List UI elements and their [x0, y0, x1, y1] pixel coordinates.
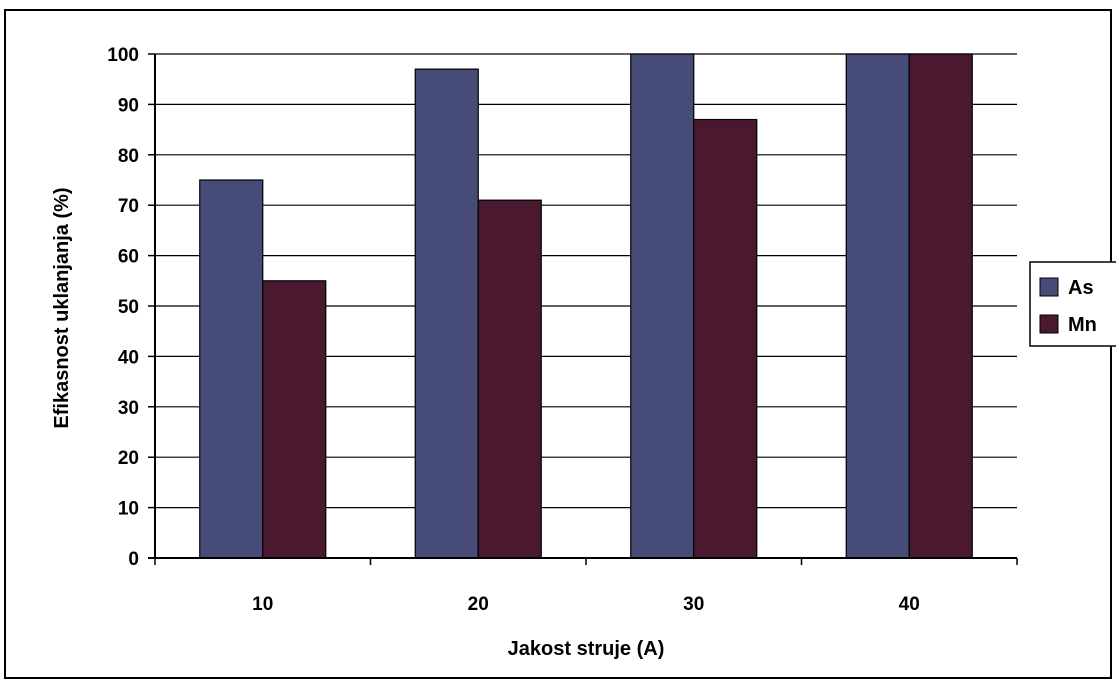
y-tick-label: 80 [118, 146, 139, 167]
y-tick-label: 10 [118, 499, 139, 520]
legend-swatch-mn [1039, 314, 1059, 334]
bar-as-40 [845, 53, 910, 559]
y-tick-label: 20 [118, 448, 139, 469]
axes [148, 54, 1018, 565]
y-tick-label: 90 [118, 95, 139, 116]
bar-mn-10 [262, 280, 327, 559]
x-tick-label: 20 [468, 594, 489, 615]
bar-mn-20 [477, 199, 542, 559]
legend-label-as: As [1068, 277, 1094, 299]
y-tick-label: 30 [118, 398, 139, 419]
y-tick-labels: 0 10 20 30 40 50 60 70 80 90 100 [107, 45, 139, 570]
legend: As Mn [1029, 261, 1116, 347]
x-tick-label: 30 [683, 594, 704, 615]
bar-as-30 [630, 53, 695, 559]
bar-as-10 [199, 179, 264, 559]
legend-swatch-as [1039, 277, 1059, 297]
bar-mn-30 [693, 118, 758, 559]
x-axis-title: Jakost struje (A) [508, 638, 665, 660]
bar-as-20 [414, 68, 479, 559]
bars [199, 53, 973, 559]
legend-label-mn: Mn [1068, 314, 1097, 336]
x-tick-label: 10 [252, 594, 273, 615]
x-tick-labels: 10 20 30 40 [252, 594, 920, 615]
y-tick-label: 40 [118, 347, 139, 368]
y-tick-label: 70 [118, 196, 139, 217]
x-tick-label: 40 [899, 594, 920, 615]
y-tick-label: 60 [118, 247, 139, 268]
y-axis-title: Efikasnost uklanjanja (%) [51, 187, 73, 428]
y-tick-label: 50 [118, 297, 139, 318]
y-tick-label: 100 [107, 45, 139, 66]
bar-mn-40 [908, 53, 973, 559]
y-tick-label: 0 [128, 549, 139, 570]
